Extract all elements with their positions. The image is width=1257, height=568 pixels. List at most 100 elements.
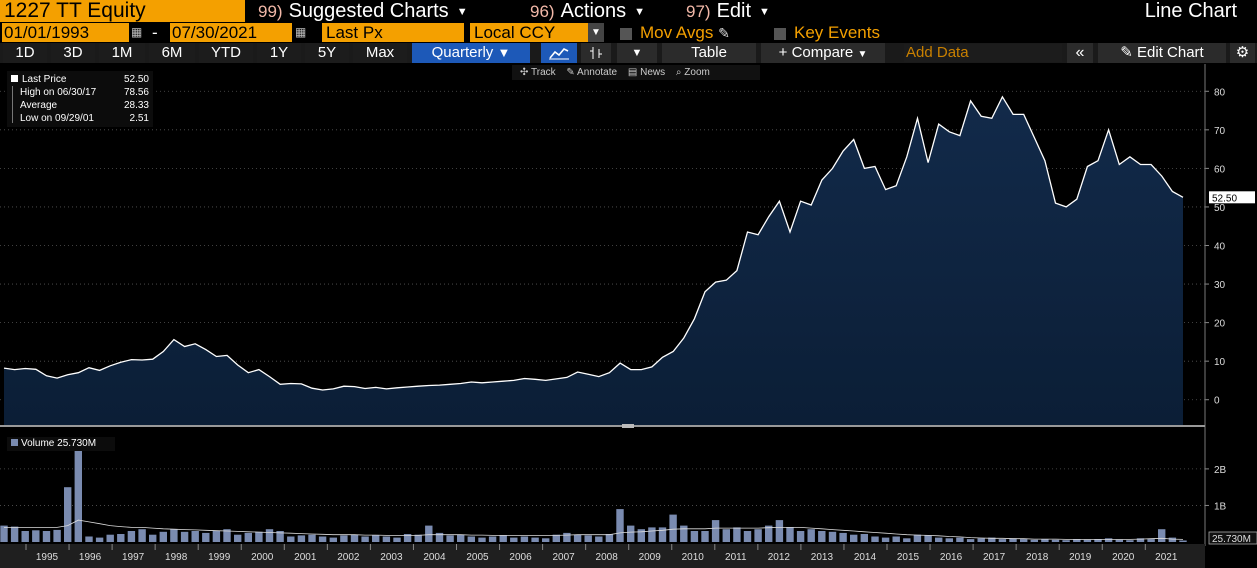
- volume-bar: [913, 534, 922, 542]
- table-button[interactable]: Table: [662, 43, 756, 63]
- volume-bar: [1030, 539, 1038, 542]
- volume-bar: [1147, 539, 1155, 542]
- volume-bar: [1104, 538, 1113, 542]
- period-3d[interactable]: 3D: [51, 43, 95, 63]
- volume-average-line: [4, 519, 1184, 540]
- calendar-icon[interactable]: ▦: [131, 25, 143, 39]
- period-1m[interactable]: 1M: [99, 43, 145, 63]
- line-chart-icon[interactable]: [541, 43, 577, 63]
- volume-bar: [170, 529, 178, 542]
- settings-gear-icon[interactable]: ⚙: [1230, 43, 1255, 63]
- menu-suggested-charts[interactable]: 99) Suggested Charts ▼: [258, 0, 468, 22]
- volume-legend: Volume 25.730M: [7, 437, 115, 451]
- currency-selector[interactable]: Local CCY: [470, 23, 592, 42]
- volume-bar: [191, 531, 199, 542]
- caret-down-icon: ▼: [759, 6, 770, 18]
- currency-dropdown-icon[interactable]: ▼: [588, 23, 604, 42]
- legend-value: 52.50: [123, 74, 149, 85]
- volume-bar: [563, 532, 571, 542]
- caret-down-icon: ▼: [497, 45, 511, 60]
- tool-zoom[interactable]: Zoom: [684, 67, 710, 78]
- mov-avgs-toggle[interactable]: Mov Avgs ✎: [620, 23, 730, 42]
- edit-chart-button[interactable]: ✎ Edit Chart: [1098, 43, 1226, 63]
- menu-label: Suggested Charts: [288, 0, 449, 22]
- volume-bar: [552, 534, 560, 542]
- key-events-toggle[interactable]: Key Events: [774, 23, 880, 42]
- pencil-icon[interactable]: ✎: [718, 25, 730, 41]
- low-row: Low on 09/29/01: [20, 113, 94, 124]
- volume-bar: [839, 532, 847, 542]
- volume-axis: 1B 2B: [1205, 465, 1227, 512]
- period-6m[interactable]: 6M: [149, 43, 195, 63]
- tool-annotate[interactable]: Annotate: [577, 67, 618, 78]
- volume-bar: [488, 536, 497, 542]
- panel-resize-handle[interactable]: [622, 424, 634, 428]
- x-tick-label: 2018: [1026, 552, 1049, 563]
- collapse-icon[interactable]: «: [1067, 43, 1093, 63]
- volume-bar: [42, 531, 51, 542]
- price-tick-label: 10: [1214, 357, 1226, 368]
- x-tick-label: 2021: [1155, 552, 1178, 563]
- annotate-icon: ✎: [566, 67, 575, 78]
- last-price-marker: 52.50: [1209, 191, 1255, 204]
- menu-edit[interactable]: 97) Edit ▼: [686, 0, 770, 22]
- volume-bar: [117, 534, 125, 542]
- volume-bar: [499, 535, 507, 542]
- volume-bar: [871, 536, 879, 542]
- volume-bar: [701, 531, 709, 542]
- volume-bar: [616, 509, 624, 542]
- volume-bar: [1073, 539, 1081, 542]
- title-bar: 1227 TT Equity 99) Suggested Charts ▼ 96) A…: [0, 0, 1257, 22]
- period-1y[interactable]: 1Y: [257, 43, 301, 63]
- calendar-icon[interactable]: ▦: [295, 25, 307, 39]
- volume-bar: [722, 529, 730, 542]
- volume-bar: [1051, 539, 1060, 542]
- end-date-field[interactable]: 07/30/2021: [170, 23, 292, 42]
- legend-value: 28.33: [123, 100, 149, 111]
- x-tick-label: 1996: [79, 552, 102, 563]
- price-tick-label: 80: [1214, 87, 1226, 98]
- volume-tick-label: 2B: [1214, 465, 1227, 476]
- add-data-input[interactable]: Add Data: [904, 44, 1062, 62]
- price-tick-label: 70: [1214, 126, 1226, 137]
- candle-chart-icon[interactable]: [581, 43, 611, 63]
- period-ytd[interactable]: YTD: [199, 43, 253, 63]
- security-field[interactable]: 1227 TT Equity: [0, 0, 245, 22]
- menu-number: 96): [530, 2, 555, 21]
- volume-bar: [754, 529, 762, 542]
- volume-bar: [796, 531, 805, 542]
- volume-bar: [64, 487, 72, 542]
- menu-label: Edit: [716, 0, 752, 22]
- tool-track[interactable]: Track: [531, 67, 556, 78]
- legend-bracket: [12, 86, 13, 123]
- period-5y[interactable]: 5Y: [305, 43, 349, 63]
- volume-gridlines: [0, 468, 1205, 506]
- tool-news[interactable]: News: [640, 67, 666, 78]
- volume-bar: [329, 537, 337, 542]
- price-line: [3, 95, 1184, 391]
- volume-bar: [627, 525, 635, 542]
- start-date-field[interactable]: 01/01/1993: [2, 23, 129, 42]
- volume-bar: [966, 539, 975, 542]
- period-1d[interactable]: 1D: [3, 43, 47, 63]
- volume-bar: [393, 537, 401, 542]
- chart-style-dropdown-icon[interactable]: ▼: [617, 43, 657, 63]
- volume-bar: [584, 535, 592, 542]
- volume-bar: [1158, 529, 1166, 542]
- volume-bar: [10, 526, 19, 542]
- x-tick-label: 2015: [897, 552, 920, 563]
- x-tick-label: 2006: [509, 552, 532, 563]
- compare-button[interactable]: + Compare ▼: [761, 43, 885, 63]
- field-selector[interactable]: Last Px: [322, 23, 464, 42]
- period-max[interactable]: Max: [353, 43, 407, 63]
- menu-actions[interactable]: 96) Actions ▼: [530, 0, 645, 22]
- x-tick-label: 2016: [940, 552, 963, 563]
- frequency-selector[interactable]: Quarterly ▼: [412, 43, 530, 63]
- zoom-icon: ⌕: [675, 67, 682, 78]
- volume-bar: [828, 531, 837, 542]
- pencil-icon: ✎: [1120, 44, 1133, 61]
- volume-bar: [924, 535, 932, 542]
- volume-bar: [234, 534, 242, 542]
- separator: [676, 0, 677, 22]
